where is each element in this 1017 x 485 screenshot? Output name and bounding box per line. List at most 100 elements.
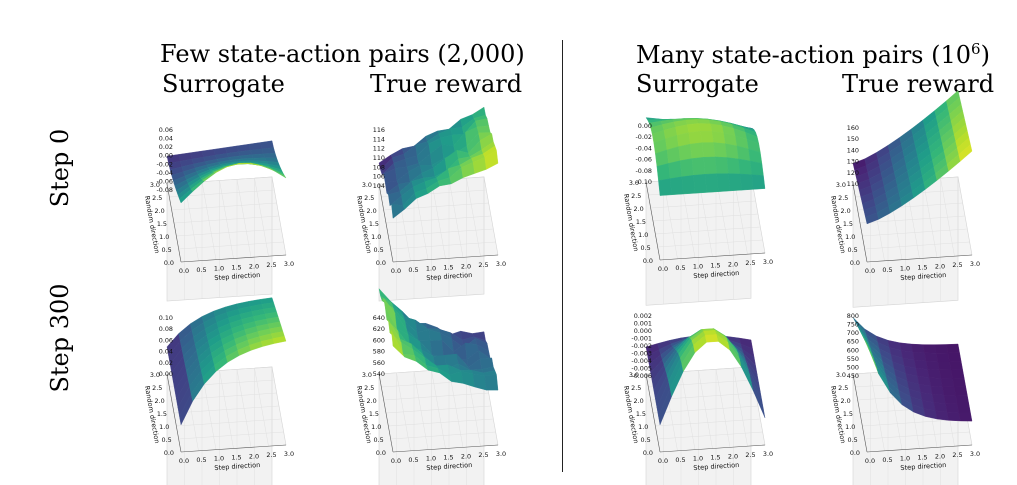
y-tick-label: 2.5	[152, 384, 162, 392]
surface-patch	[958, 412, 973, 422]
x-tick-label: 1.5	[231, 264, 241, 272]
surface-patch	[927, 369, 942, 379]
y-tick-label: 1.0	[638, 423, 648, 431]
surface-patch	[949, 360, 963, 371]
surface-patch	[690, 142, 704, 159]
surface-patch	[713, 142, 728, 158]
surface-patch	[697, 119, 711, 124]
z-tick-label: -0.003	[631, 350, 652, 358]
surface-patch	[751, 382, 766, 418]
surface-mesh	[852, 317, 973, 422]
z-tick-label: 0.02	[159, 359, 173, 367]
surface-plot-8: 0.0 0.5 1.0 1.5 2.0 2.5 3.0 Step direction 0.0 0.…	[829, 312, 980, 485]
y-tick-label: 1.0	[159, 233, 169, 241]
z-tick-label: 140	[847, 146, 859, 154]
surface-patch	[686, 123, 701, 133]
z-tick-label: -0.08	[156, 186, 173, 194]
surface-patch	[678, 143, 693, 161]
surface-patch	[711, 131, 726, 144]
z-tick-label: 150	[847, 135, 859, 143]
x-tick-label: 0.5	[882, 456, 892, 464]
y-tick-label: 1.5	[157, 410, 167, 418]
y-axis-line	[645, 373, 661, 453]
z-tick-label: 600	[847, 346, 859, 354]
y-tick-label: 2.0	[154, 397, 164, 405]
z-tick-label: 0.002	[634, 312, 652, 320]
y-tick-label: 2.0	[633, 397, 643, 405]
x-tick-label: 2.0	[935, 452, 945, 460]
x-tick-label: 0.5	[408, 266, 418, 274]
z-tick-label: 580	[373, 348, 385, 356]
surface-patch	[922, 344, 937, 354]
surface-mesh	[378, 288, 499, 391]
x-tick-label: 1.0	[426, 265, 436, 273]
x-tick-label: 3.0	[970, 450, 980, 458]
x-tick-label: 2.5	[952, 451, 962, 459]
surface-patch	[930, 385, 945, 396]
z-tick-label: 106	[373, 173, 385, 181]
surface-patch	[656, 163, 671, 181]
x-tick-label: 3.0	[284, 260, 294, 268]
surface-mesh	[378, 106, 499, 219]
surface-patch	[704, 334, 719, 343]
x-tick-label: 0.0	[865, 457, 875, 465]
surface-patch	[911, 343, 925, 354]
x-tick-label: 2.5	[952, 261, 962, 269]
y-tick-label: 2.0	[840, 397, 850, 405]
x-tick-label: 1.0	[693, 455, 703, 463]
y-tick-label: 0.0	[643, 449, 653, 457]
y-tick-label: 1.0	[845, 233, 855, 241]
x-tick-label: 0.5	[408, 456, 418, 464]
x-tick-label: 0.0	[865, 267, 875, 275]
z-tick-label: 0.00	[638, 122, 652, 130]
y-tick-label: 1.0	[371, 423, 381, 431]
x-tick-label: 3.0	[763, 450, 773, 458]
surface-patch	[925, 360, 940, 371]
surface-patch	[942, 386, 956, 396]
y-tick-label: 1.5	[843, 410, 853, 418]
y-tick-label: 1.5	[369, 410, 379, 418]
group-title-many-suffix: )	[980, 41, 990, 69]
z-tick-label: 620	[373, 325, 385, 333]
column-title-few-surrogate: Surrogate	[162, 70, 285, 98]
y-tick-label: 1.5	[157, 220, 167, 228]
z-tick-label: -0.06	[156, 177, 173, 185]
x-tick-label: 0.0	[179, 267, 189, 275]
y-tick-label: 0.0	[376, 259, 386, 267]
surface-patch	[698, 123, 713, 132]
y-tick-label: 0.0	[164, 259, 174, 267]
surface-patch	[749, 160, 764, 176]
z-tick-label: 110	[373, 154, 385, 162]
surface-patch	[950, 369, 965, 379]
z-tick-label: 750	[847, 321, 859, 329]
group-title-few: Few state-action pairs (2,000)	[160, 40, 525, 68]
y-tick-label: 0.0	[643, 257, 653, 265]
surface-patch	[701, 142, 716, 158]
y-axis-line	[852, 183, 868, 263]
y-tick-label: 0.5	[640, 244, 650, 252]
x-tick-label: 2.5	[478, 261, 488, 269]
x-tick-label: 1.0	[900, 455, 910, 463]
y-tick-label: 1.5	[369, 220, 379, 228]
surface-patch	[476, 125, 491, 134]
z-tick-label: 0.10	[159, 314, 173, 322]
group-title-many-exponent: 6	[971, 40, 981, 58]
group-title-many: Many state-action pairs (106)	[636, 40, 990, 69]
surface-patch	[933, 402, 948, 413]
surface-plot-4: 0.0 0.5 1.0 1.5 2.0 2.5 3.0 Step direction 0.0 0.…	[829, 90, 980, 308]
y-tick-label: 3.0	[362, 371, 372, 379]
x-tick-label: 2.5	[745, 451, 755, 459]
x-axis-label: Step direction	[214, 271, 260, 282]
z-tick-label: 0.000	[634, 327, 652, 335]
x-tick-label: 1.5	[917, 264, 927, 272]
y-tick-label: 1.0	[371, 233, 381, 241]
z-tick-label: 600	[373, 336, 385, 344]
x-tick-label: 2.0	[249, 262, 259, 270]
z-tick-label: 110	[847, 180, 859, 188]
z-tick-label: 560	[373, 359, 385, 367]
surface-patch	[945, 403, 960, 413]
z-tick-label: -0.02	[156, 160, 173, 168]
surface-patch	[934, 344, 949, 354]
y-tick-label: 1.0	[845, 423, 855, 431]
x-tick-label: 0.0	[391, 457, 401, 465]
